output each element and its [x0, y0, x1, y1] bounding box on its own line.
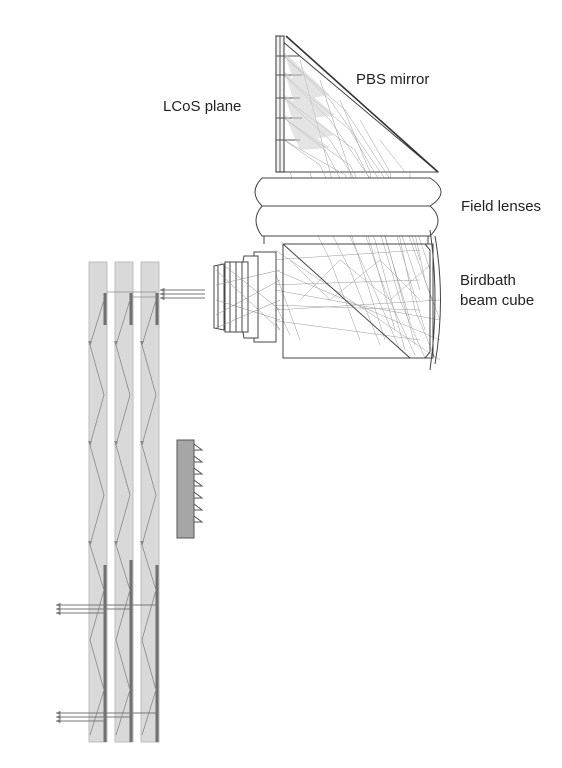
output-beam-arrows-lower	[56, 710, 157, 724]
input-transfer-rays	[107, 291, 157, 298]
waveguide-stack	[88, 261, 160, 743]
grating-block	[176, 439, 204, 539]
ray-fan-shading	[284, 52, 335, 150]
field-lenses-label: Field lenses	[461, 198, 542, 215]
waveguide-plate-3	[140, 261, 160, 743]
zigzag-ray-2	[115, 299, 131, 736]
input-beam-arrows	[160, 287, 205, 301]
waveguide-plate-2	[114, 261, 134, 743]
zigzag-ray-3	[141, 299, 157, 736]
pbs-mirror-label: PBS mirror	[356, 71, 430, 88]
birdbath-label-line1: Birdbath	[460, 272, 516, 289]
output-beam-arrows-upper	[56, 602, 157, 616]
waveguide-plate-1	[88, 261, 108, 743]
lcos-plane-label: LCoS plane	[163, 98, 242, 115]
zigzag-ray-1	[89, 299, 105, 736]
projection-lens-rays	[215, 261, 281, 331]
field-lens-group	[254, 177, 442, 244]
birdbath-label-line2: beam cube	[460, 292, 535, 309]
zigzag-arrowheads	[88, 341, 144, 546]
beam-cube	[282, 229, 441, 371]
